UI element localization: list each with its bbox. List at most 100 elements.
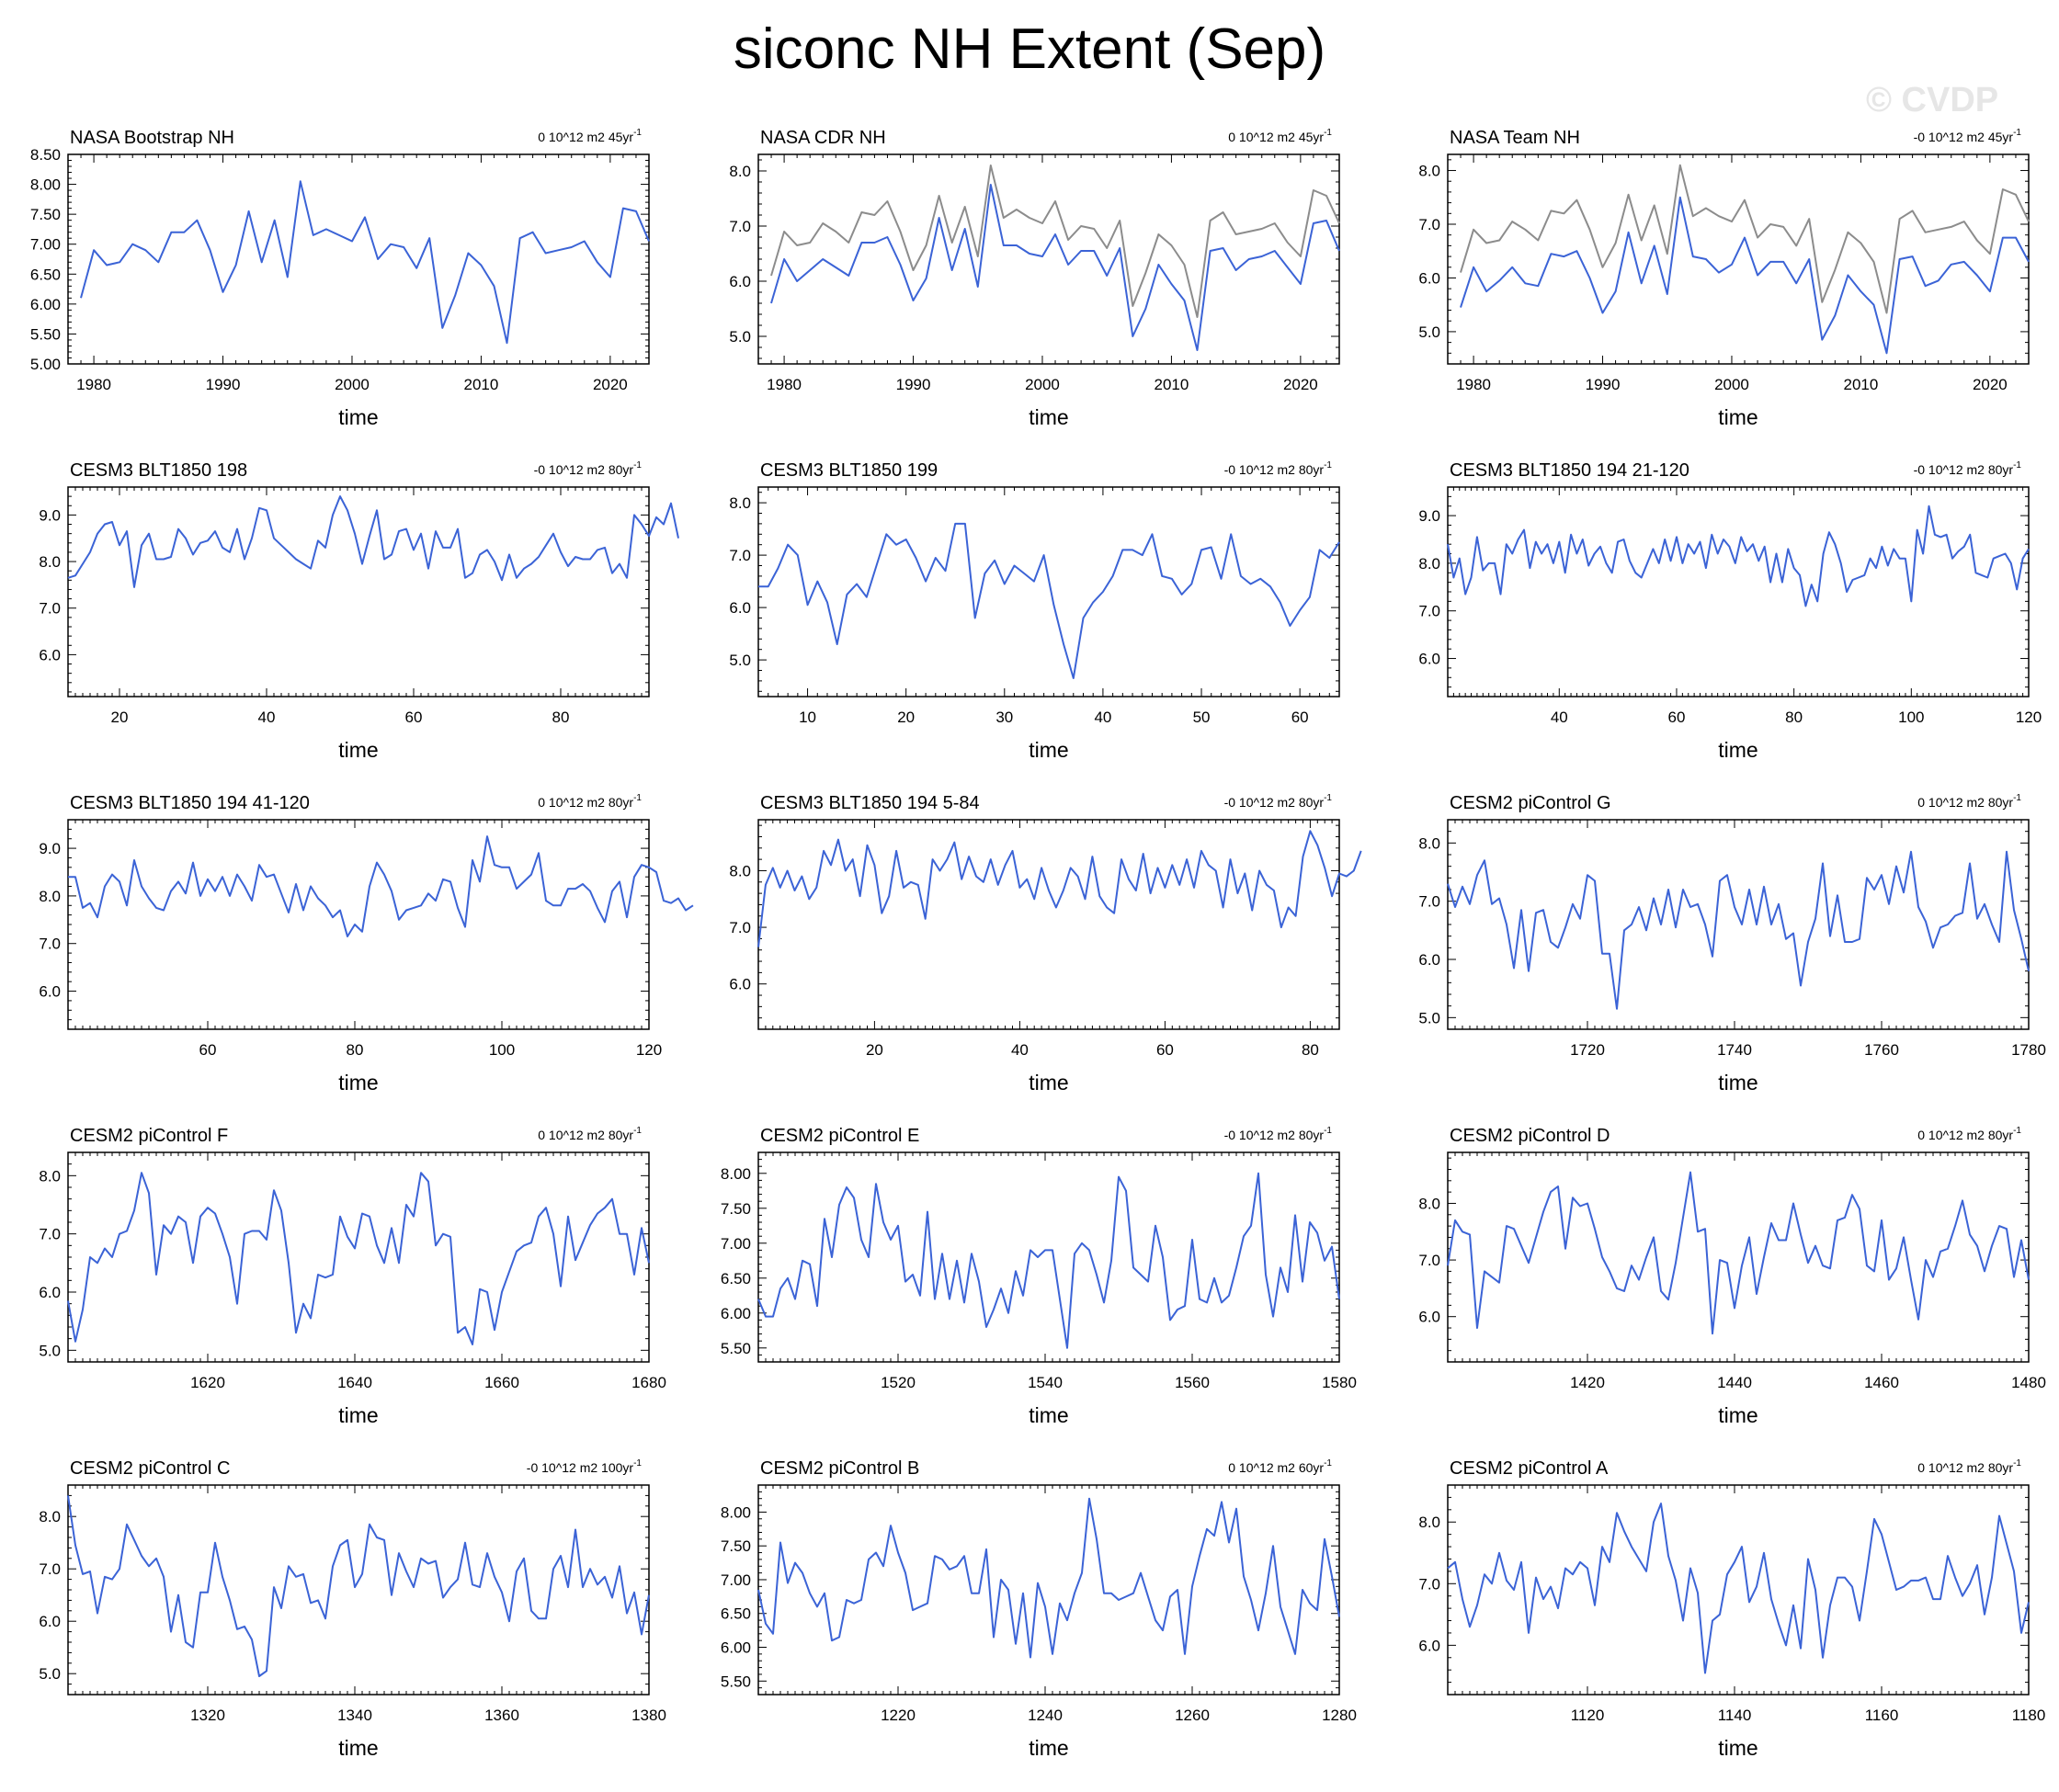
x-tick-label: 40 [258,709,276,726]
x-axis-label: time [338,1403,378,1427]
x-tick-label: 1340 [337,1707,372,1724]
x-tick-label: 120 [636,1041,662,1059]
x-axis-label: time [1718,1736,1758,1760]
series-line-primary [68,835,694,937]
trend-value: 0 10^12 m2 80yr [1917,1128,2013,1142]
trend-value: 0 10^12 m2 80yr [538,795,633,810]
x-tick-label: 1380 [631,1707,666,1724]
panel-title: CESM3 BLT1850 199 [760,460,938,481]
x-tick-label: 1580 [1322,1374,1357,1391]
plot-frame [67,486,650,698]
y-tick-label: 5.0 [1418,323,1440,341]
plot-frame [757,1151,1340,1363]
trend-label: 0 10^12 m2 60yr-1 [1228,1458,1332,1475]
y-tick-label: 8.00 [721,1503,751,1521]
series-line-primary [1447,1171,2030,1335]
y-tick-label: 5.0 [729,652,751,669]
y-tick-label: 7.50 [30,206,61,223]
x-tick-label: 2020 [1973,376,2008,393]
x-tick-label: 1720 [1570,1041,1605,1059]
x-tick-label: 40 [1094,709,1111,726]
trend-value: -0 10^12 m2 80yr [1224,462,1325,477]
y-tick-label: 7.0 [39,600,61,618]
plot-frame [1447,1484,2030,1696]
chart-panel: CESM2 piControl A 0 10^12 m2 80yr-1 1120 11… [1418,1458,2045,1760]
x-axis-label: time [338,738,378,762]
chart-panel: CESM2 piControl G 0 10^12 m2 80yr-1 1720 17… [1418,793,2046,1094]
x-tick-label: 2010 [464,376,499,393]
plot-frame [757,486,1340,698]
x-tick-label: 1440 [1717,1374,1752,1391]
y-tick-label: 5.00 [30,356,61,373]
y-tick-label: 8.0 [1418,1514,1440,1531]
series-line-primary [67,495,679,588]
x-axis-label: time [1029,405,1068,429]
y-tick-label: 8.0 [729,163,751,180]
trend-value: -0 10^12 m2 80yr [534,462,634,477]
trend-label: -0 10^12 m2 80yr-1 [1224,793,1333,810]
x-tick-label: 20 [897,709,915,726]
trend-exponent: -1 [1324,460,1332,471]
y-tick-label: 6.0 [729,976,751,993]
x-tick-label: 60 [405,709,423,726]
panel-title: NASA CDR NH [760,128,886,148]
trend-value: 0 10^12 m2 80yr [1917,795,2013,810]
x-tick-label: 1520 [881,1374,916,1391]
y-tick-label: 7.0 [1418,1575,1440,1593]
trend-label: 0 10^12 m2 45yr-1 [538,128,642,144]
panel-title: CESM2 piControl F [70,1126,228,1146]
chart-panel: NASA Bootstrap NH 0 10^12 m2 45yr-1 1980 19… [30,128,650,429]
trend-value: -0 10^12 m2 80yr [1224,1128,1325,1142]
x-tick-label: 1560 [1175,1374,1210,1391]
y-tick-label: 6.0 [1418,1309,1440,1326]
x-tick-label: 40 [1011,1041,1029,1059]
y-tick-label: 6.0 [39,1613,61,1630]
x-tick-label: 120 [2016,709,2042,726]
x-tick-label: 100 [489,1041,515,1059]
y-tick-label: 7.0 [1418,603,1440,620]
y-tick-label: 6.0 [729,599,751,617]
chart-panel: CESM3 BLT1850 194 41-120 0 10^12 m2 80yr-… [39,793,694,1094]
x-tick-label: 80 [1785,709,1803,726]
chart-panel: CESM2 piControl B 0 10^12 m2 60yr-1 1220 12… [721,1458,1357,1760]
chart-panel: CESM2 piControl D 0 10^12 m2 80yr-1 1420 14… [1418,1126,2046,1427]
trend-label: 0 10^12 m2 80yr-1 [1917,1458,2021,1475]
x-tick-label: 1660 [484,1374,519,1391]
x-tick-label: 2010 [1155,376,1189,393]
y-tick-label: 6.50 [721,1270,751,1287]
y-tick-label: 8.0 [1418,555,1440,573]
trend-label: -0 10^12 m2 80yr-1 [1224,460,1333,477]
y-tick-label: 8.0 [39,553,61,571]
x-tick-label: 80 [1302,1041,1319,1059]
x-tick-label: 2000 [1025,376,1060,393]
trend-label: 0 10^12 m2 80yr-1 [538,793,642,810]
y-tick-label: 6.0 [39,646,61,663]
panel-title: CESM3 BLT1850 194 5-84 [760,793,980,813]
panel-title: CESM2 piControl E [760,1126,919,1146]
x-tick-label: 2000 [335,376,370,393]
trend-exponent: -1 [1324,793,1332,803]
x-tick-label: 60 [1156,1041,1174,1059]
x-tick-label: 1480 [2011,1374,2046,1391]
plot-frame [1447,1151,2030,1363]
series-line-reference [1460,164,2030,314]
x-tick-label: 1540 [1028,1374,1063,1391]
panel-title: NASA Bootstrap NH [70,128,234,148]
x-tick-label: 2000 [1714,376,1749,393]
y-tick-label: 7.50 [721,1200,751,1218]
plot-frame [1447,486,2030,698]
x-tick-label: 10 [799,709,816,726]
x-tick-label: 1760 [1864,1041,1899,1059]
trend-label: -0 10^12 m2 45yr-1 [1914,128,2022,144]
trend-label: -0 10^12 m2 80yr-1 [1224,1126,1333,1142]
x-axis-label: time [1718,1071,1758,1094]
panel-title: CESM3 BLT1850 194 41-120 [70,793,310,813]
y-tick-label: 6.0 [1418,651,1440,668]
y-tick-label: 8.0 [1418,1195,1440,1212]
panel-title: CESM3 BLT1850 198 [70,460,247,481]
series-line-primary [80,180,650,345]
x-tick-label: 1420 [1570,1374,1605,1391]
trend-value: 0 10^12 m2 45yr [1228,130,1324,144]
x-tick-label: 1680 [631,1374,666,1391]
